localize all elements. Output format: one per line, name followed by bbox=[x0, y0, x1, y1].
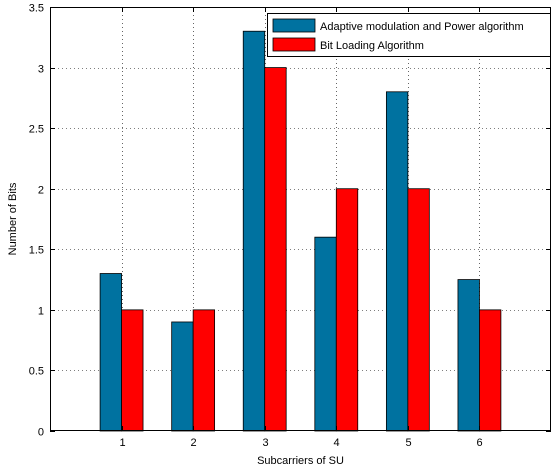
bar-bit-loading bbox=[335, 188, 359, 432]
bar-adaptive bbox=[314, 236, 337, 432]
bar-adaptive bbox=[171, 321, 194, 432]
x-tick-label: 5 bbox=[405, 437, 411, 449]
y-tick-label: 3 bbox=[38, 64, 44, 76]
y-tick-label: 2 bbox=[38, 185, 44, 197]
bar-bit-loading bbox=[192, 309, 216, 432]
bar-adaptive bbox=[457, 279, 480, 432]
y-tick-label: 3.5 bbox=[29, 3, 44, 15]
legend-swatch-adaptive bbox=[272, 18, 316, 33]
legend-label-adaptive: Adaptive modulation and Power algorithm bbox=[320, 21, 524, 33]
legend-label-bit-loading: Bit Loading Algorithm bbox=[320, 40, 424, 52]
bar-adaptive bbox=[385, 91, 409, 432]
ticks-group: 1 2 3 4 5 6 0 0.5 1 1.5 2 2.5 3 3.5 bbox=[29, 3, 551, 449]
bar-adaptive bbox=[242, 30, 266, 432]
bar-bit-loading bbox=[407, 188, 430, 432]
x-tick-label: 1 bbox=[119, 437, 125, 449]
x-tick-label: 6 bbox=[476, 437, 482, 449]
y-tick-label: 0.5 bbox=[29, 366, 44, 378]
bar-adaptive bbox=[99, 273, 122, 432]
legend-swatch-bit-loading bbox=[272, 37, 316, 52]
x-tick-label: 2 bbox=[190, 437, 196, 449]
y-tick-label: 1 bbox=[38, 306, 44, 318]
legend: Adaptive modulation and Power algorithm … bbox=[267, 13, 551, 57]
x-tick-label: 3 bbox=[262, 437, 268, 449]
bar-bit-loading bbox=[479, 309, 502, 432]
x-tick-label: 4 bbox=[333, 437, 339, 449]
y-tick-label: 1.5 bbox=[29, 245, 44, 257]
y-tick-label: 2.5 bbox=[29, 124, 44, 136]
y-axis-title: Number of Bits bbox=[7, 182, 19, 255]
x-axis-title: Subcarriers of SU bbox=[257, 455, 344, 467]
y-tick-label: 0 bbox=[38, 427, 44, 439]
bar-bit-loading bbox=[121, 309, 144, 432]
axes-frame bbox=[50, 7, 551, 431]
bar-bit-loading bbox=[264, 67, 287, 432]
